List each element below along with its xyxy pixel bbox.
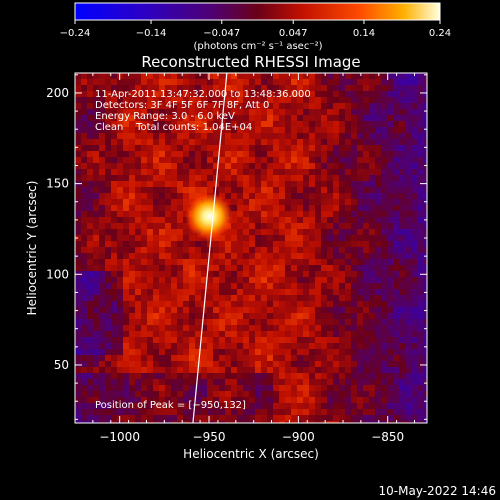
plot-frame — [74, 72, 428, 424]
colorbar-tick-label: −0.24 — [60, 28, 91, 39]
footer-date: 10-May-2022 14:46 — [379, 484, 496, 498]
annotation-peak: Position of Peak = [−950,132] — [95, 400, 246, 411]
x-tick-label: −850 — [371, 430, 404, 444]
chart-title: Reconstructed RHESSI Image — [141, 53, 360, 71]
annotation-time: 11-Apr-2011 13:47:32.000 to 13:48:36.000 — [95, 89, 311, 100]
annotation-clean: Clean Total counts: 1.04E+04 — [95, 122, 252, 133]
x-axis-label: Heliocentric X (arcsec) — [183, 447, 319, 461]
x-tick-label: −950 — [193, 430, 226, 444]
solar-limb-line — [192, 72, 228, 424]
y-tick-label: 100 — [46, 267, 69, 281]
colorbar-tick-label: −0.047 — [203, 28, 240, 39]
peak-source — [185, 192, 234, 241]
x-tick-label: −1000 — [99, 430, 140, 444]
colorbar-frame — [74, 2, 441, 21]
colorbar-tick-label: −0.14 — [136, 28, 167, 39]
colorbar — [75, 3, 440, 20]
colorbar-tick-label: 0.047 — [279, 28, 308, 39]
y-tick-label: 150 — [46, 177, 69, 191]
y-tick-label: 200 — [46, 86, 69, 100]
colorbar-tick-label: 0.14 — [353, 28, 375, 39]
colorbar-unit-label: (photons cm⁻² s⁻¹ asec⁻²) — [193, 41, 322, 52]
heatmap-image — [75, 73, 427, 423]
annotation-energy: Energy Range: 3.0 - 6.0 keV — [95, 111, 235, 122]
x-tick-label: −900 — [282, 430, 315, 444]
colorbar-tick-label: 0.24 — [429, 28, 451, 39]
y-tick-label: 50 — [54, 358, 69, 372]
y-axis-label: Heliocentric Y (arcsec) — [25, 181, 39, 316]
annotation-detectors: Detectors: 3F 4F 5F 6F 7F 8F, Att 0 — [95, 100, 269, 111]
